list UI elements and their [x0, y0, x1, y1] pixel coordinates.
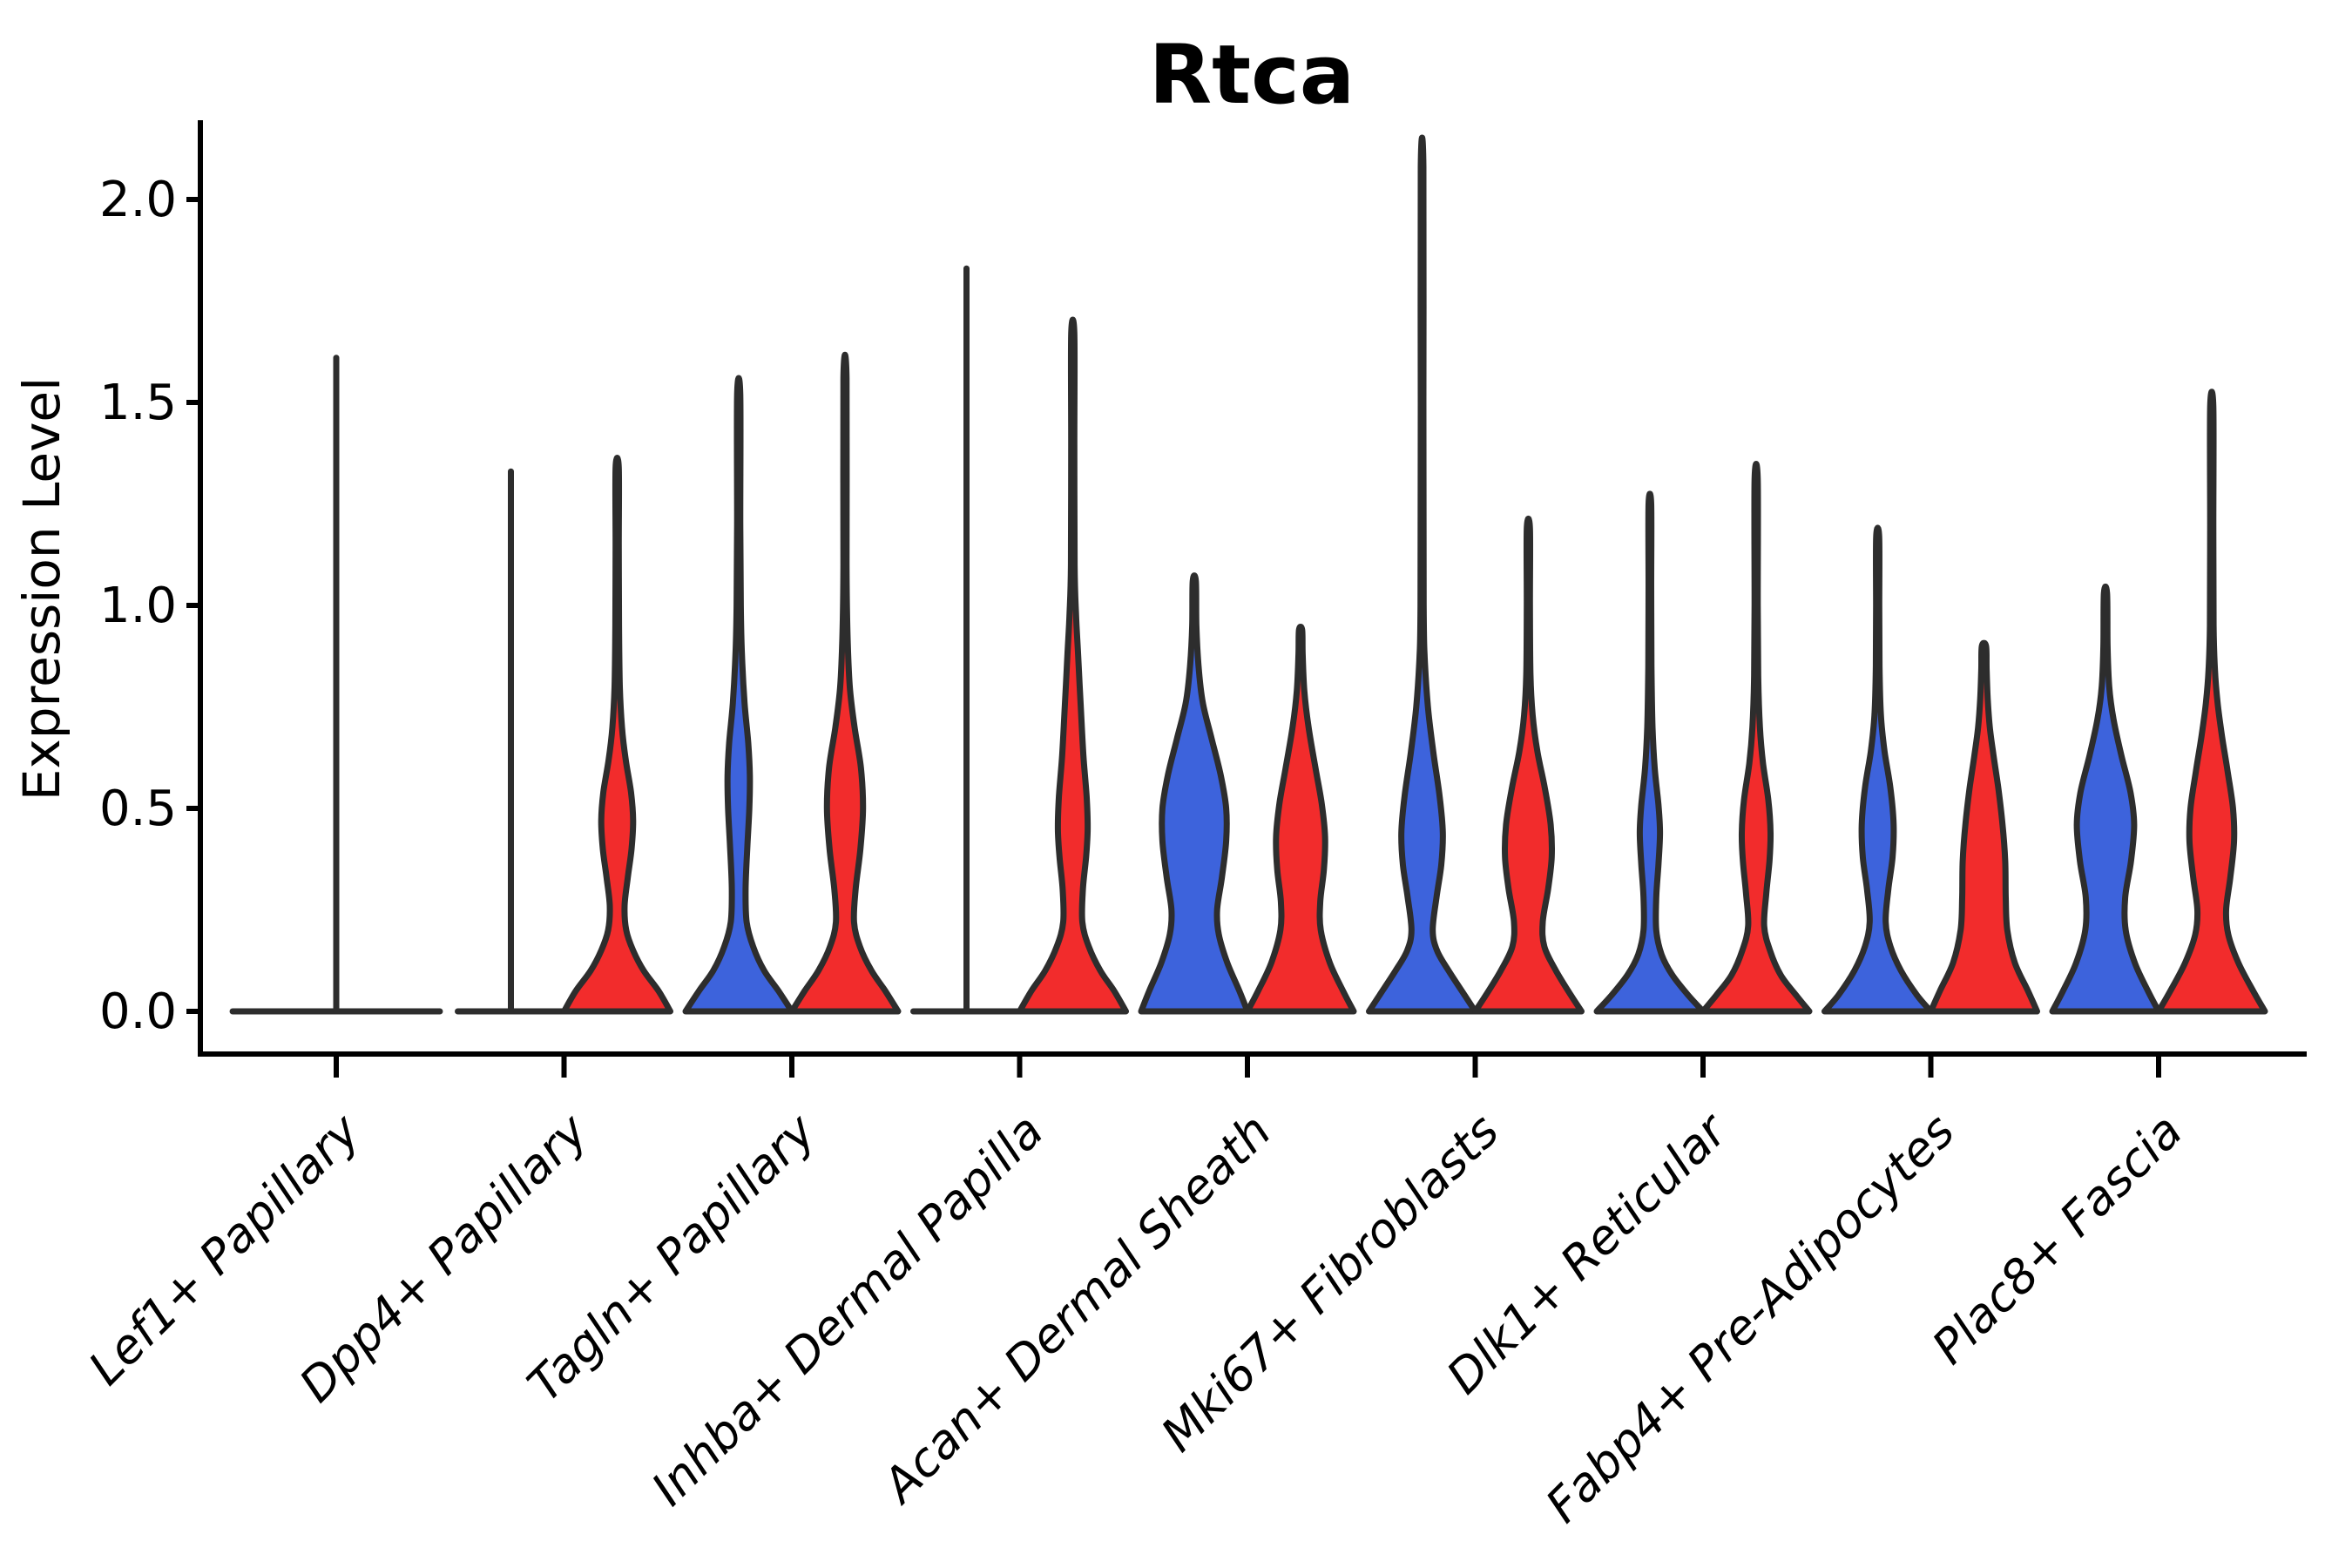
- y-tick-label: 0.5: [99, 781, 177, 837]
- violin-inhba-dermal-papilla-red: [1017, 316, 1129, 1015]
- violin-mki67-fibroblasts-red: [1472, 515, 1585, 1015]
- y-tick-label: 1.0: [99, 578, 177, 634]
- violin-plac8-fascia-red: [2155, 389, 2268, 1015]
- x-category-label-fabp4-pre-adipocytes: Fabp4+ Pre-Adipocytes: [1535, 1104, 1964, 1533]
- y-axis-label: Expression Level: [12, 377, 71, 801]
- x-category-label-inhba-dermal-papilla: Inhba+ Dermal Papilla: [641, 1104, 1054, 1517]
- violin-plac8-fascia-blue: [2049, 583, 2162, 1015]
- plot-title: Rtca: [1148, 28, 1355, 123]
- violin-acan-dermal-sheath-red: [1244, 623, 1357, 1015]
- violin-dlk1-reticular-red: [1700, 461, 1813, 1015]
- violin-dpp4-papillary-red: [561, 455, 673, 1015]
- y-tick-labels: 0.0 0.5 1.0 1.5 2.0: [99, 172, 177, 1040]
- violin-mki67-fibroblasts-blue: [1366, 134, 1478, 1015]
- violins: [229, 134, 2268, 1015]
- violin-dlk1-reticular-blue: [1593, 490, 1707, 1015]
- y-tick-label: 0.0: [99, 983, 177, 1040]
- y-tick-label: 2.0: [99, 172, 177, 228]
- y-tick-label: 1.5: [99, 375, 177, 431]
- violin-fabp4-pre-adipocytes-red: [1928, 639, 2040, 1015]
- violin-tagln-papillary-red: [788, 352, 902, 1015]
- axes: [186, 120, 2307, 1078]
- violin-acan-dermal-sheath-blue: [1138, 572, 1251, 1015]
- violin-fabp4-pre-adipocytes-blue: [1821, 524, 1934, 1015]
- violin-tagln-papillary-blue: [682, 375, 795, 1015]
- x-category-label-acan-dermal-sheath: Acan+ Dermal Sheath: [870, 1104, 1281, 1515]
